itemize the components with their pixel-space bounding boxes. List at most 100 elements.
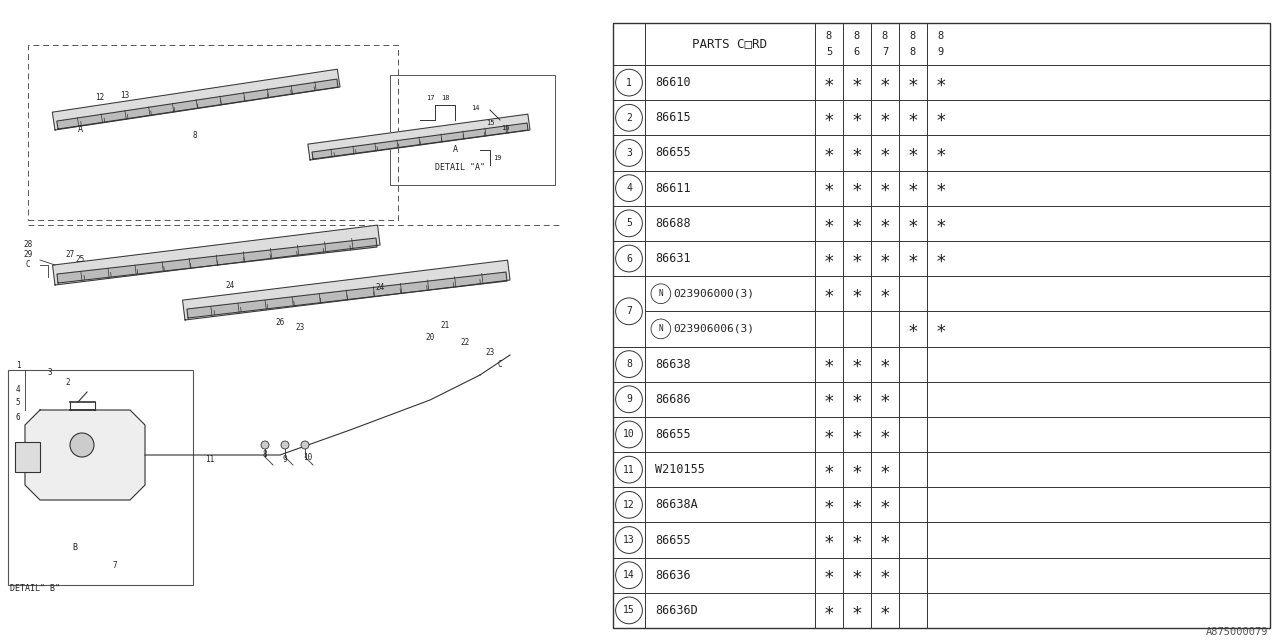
Text: ∗: ∗ [879, 74, 891, 92]
Text: 8: 8 [826, 31, 832, 41]
Text: ∗: ∗ [936, 320, 946, 338]
Circle shape [301, 441, 308, 449]
Text: 023906006(3): 023906006(3) [673, 324, 755, 334]
Text: ∗: ∗ [851, 426, 863, 444]
Text: 25: 25 [76, 255, 84, 264]
Polygon shape [187, 272, 507, 318]
Text: ∗: ∗ [823, 531, 835, 549]
Text: 86655: 86655 [655, 534, 691, 547]
Bar [390, 75, 556, 185]
Polygon shape [183, 260, 509, 320]
Text: ∗: ∗ [851, 531, 863, 549]
Text: ∗: ∗ [879, 566, 891, 584]
Text: 13: 13 [623, 535, 635, 545]
Text: ∗: ∗ [879, 461, 891, 479]
Text: 28: 28 [23, 240, 32, 249]
Text: 15: 15 [485, 120, 494, 126]
Text: ∗: ∗ [879, 426, 891, 444]
Text: ∗: ∗ [851, 179, 863, 197]
Polygon shape [52, 69, 340, 130]
Text: ∗: ∗ [908, 320, 919, 338]
Bar [28, 45, 398, 220]
Polygon shape [307, 114, 530, 160]
Text: ∗: ∗ [823, 426, 835, 444]
Text: 23: 23 [296, 323, 305, 332]
Text: ∗: ∗ [823, 496, 835, 514]
Text: ∗: ∗ [851, 566, 863, 584]
Text: 8: 8 [938, 31, 945, 41]
Text: 8: 8 [882, 31, 888, 41]
Text: 3: 3 [626, 148, 632, 158]
Text: 86610: 86610 [655, 76, 691, 89]
Text: 4: 4 [626, 183, 632, 193]
Text: 8: 8 [910, 47, 916, 57]
Polygon shape [56, 79, 338, 129]
Text: ∗: ∗ [879, 144, 891, 162]
Text: ∗: ∗ [908, 109, 919, 127]
Text: 14: 14 [471, 105, 479, 111]
Text: 21: 21 [440, 321, 449, 330]
Text: 5: 5 [826, 47, 832, 57]
Text: ∗: ∗ [823, 144, 835, 162]
Text: 13: 13 [120, 90, 129, 99]
Text: 8: 8 [626, 359, 632, 369]
Text: B: B [73, 543, 78, 552]
Text: ∗: ∗ [823, 109, 835, 127]
Text: ∗: ∗ [851, 461, 863, 479]
Text: ∗: ∗ [851, 355, 863, 373]
Text: 10: 10 [623, 429, 635, 440]
Text: 86611: 86611 [655, 182, 691, 195]
Text: 8: 8 [262, 450, 268, 459]
Text: ∗: ∗ [908, 214, 919, 232]
Text: ∗: ∗ [936, 250, 946, 268]
Text: ∗: ∗ [823, 74, 835, 92]
Text: ∗: ∗ [879, 531, 891, 549]
Text: ∗: ∗ [908, 250, 919, 268]
Text: 3: 3 [47, 368, 52, 377]
Text: ∗: ∗ [879, 390, 891, 408]
Text: 86655: 86655 [655, 147, 691, 159]
Text: ∗: ∗ [879, 214, 891, 232]
Text: ∗: ∗ [823, 461, 835, 479]
Text: A: A [78, 125, 82, 134]
Text: 86615: 86615 [655, 111, 691, 124]
Text: W210155: W210155 [655, 463, 705, 476]
Text: 24: 24 [375, 283, 384, 292]
Text: 22: 22 [461, 338, 470, 347]
Polygon shape [26, 410, 145, 500]
Bar [15, 442, 40, 472]
Text: ∗: ∗ [851, 496, 863, 514]
Text: 14: 14 [623, 570, 635, 580]
Text: 7: 7 [626, 307, 632, 316]
Text: 11: 11 [205, 455, 215, 464]
Text: 6: 6 [854, 47, 860, 57]
Text: 6: 6 [15, 413, 20, 422]
Text: 5: 5 [626, 218, 632, 228]
Text: 12: 12 [96, 93, 105, 102]
Text: 86686: 86686 [655, 393, 691, 406]
Text: 8: 8 [193, 131, 197, 140]
Text: 86638A: 86638A [655, 499, 698, 511]
Text: 9: 9 [283, 455, 287, 464]
Text: ∗: ∗ [908, 74, 919, 92]
Text: DETAIL" B": DETAIL" B" [10, 584, 60, 593]
Text: ∗: ∗ [851, 602, 863, 620]
Text: ∗: ∗ [823, 566, 835, 584]
Text: 7: 7 [882, 47, 888, 57]
Text: 23: 23 [485, 348, 494, 357]
Text: 18: 18 [440, 95, 449, 101]
Text: C: C [498, 360, 502, 369]
Text: ∗: ∗ [851, 214, 863, 232]
Text: 9: 9 [626, 394, 632, 404]
Text: 20: 20 [425, 333, 435, 342]
Bar [8, 370, 193, 585]
Text: ∗: ∗ [879, 109, 891, 127]
Text: ∗: ∗ [823, 602, 835, 620]
Text: 86631: 86631 [655, 252, 691, 265]
Text: ∗: ∗ [879, 355, 891, 373]
Text: ∗: ∗ [823, 390, 835, 408]
Text: ∗: ∗ [879, 285, 891, 303]
Text: 7: 7 [113, 561, 118, 570]
Text: ∗: ∗ [851, 285, 863, 303]
Circle shape [282, 441, 289, 449]
